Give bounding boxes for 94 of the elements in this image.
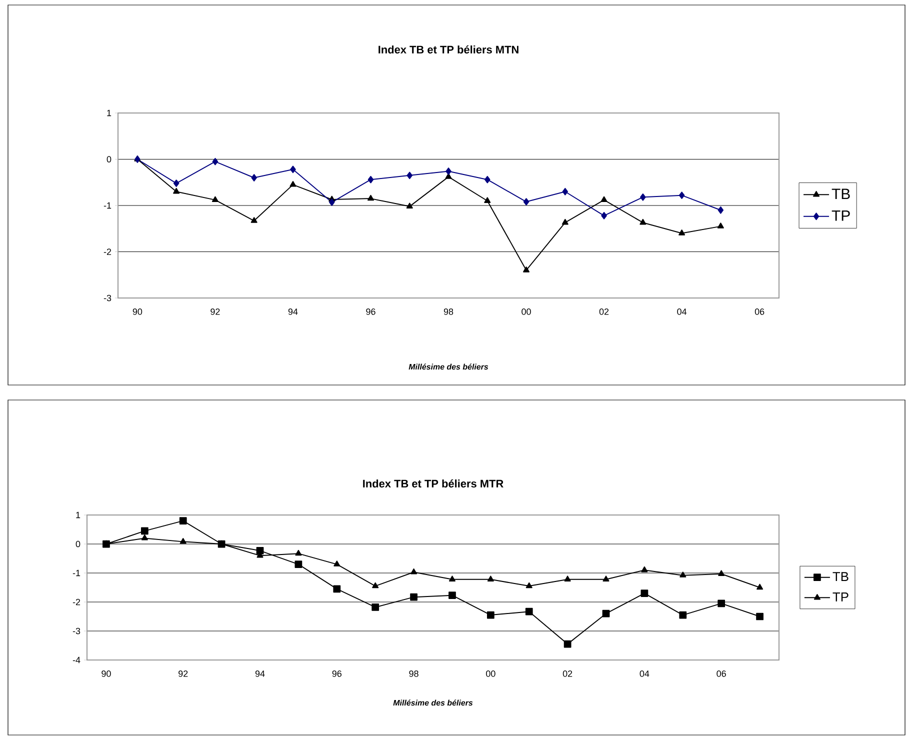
y-tick-label: -2 [72,598,80,606]
point [372,604,380,611]
point [718,206,724,214]
point [600,196,608,202]
point [179,517,187,524]
point [173,180,180,187]
x-tick-label: 98 [444,308,454,315]
point [640,193,646,201]
point [333,585,341,593]
x-tick-label: 04 [677,308,687,315]
point [368,176,374,184]
point [140,527,148,535]
x-tick-label: 96 [332,670,342,677]
point [334,560,340,566]
point [756,612,764,620]
point [406,172,413,180]
point [290,180,296,187]
point [173,188,180,194]
point [601,212,607,220]
point [678,192,685,200]
legend-label: TB [832,188,850,200]
x-tick-label: 96 [366,308,376,315]
point [523,266,530,272]
point [562,218,568,225]
point [678,230,686,236]
point [328,198,335,206]
point [372,582,379,588]
legend-label: TP [832,210,850,221]
x-tick-label: 94 [255,670,265,677]
x-tick-label: 02 [562,670,572,677]
point [679,611,687,619]
point [564,640,572,648]
point [251,174,257,182]
point [487,576,494,582]
point [294,560,302,568]
y-tick-label: -3 [72,628,80,634]
point [718,570,725,576]
point [180,538,186,544]
point [141,534,148,540]
x-tick-label: 00 [486,670,496,677]
point [484,176,490,184]
point [564,576,571,582]
point [290,166,296,174]
point [295,550,302,556]
point [448,592,456,600]
point [640,218,646,225]
x-tick-label: 92 [178,670,188,677]
point [562,188,568,196]
x-tick-label: 04 [640,670,650,677]
point [212,158,218,166]
point [410,568,418,574]
legend-label: TP [832,592,848,602]
point [641,566,648,572]
point [525,608,533,616]
point [212,196,218,202]
y-tick-label: 1 [107,110,112,116]
point [718,600,726,608]
y-tick-label: -1 [104,202,112,209]
point [410,593,418,601]
y-tick-label: -4 [72,656,80,664]
y-tick-label: 1 [76,512,80,518]
y-tick-label: 0 [76,540,80,548]
y-tick-label: -1 [72,570,80,576]
point [640,590,648,597]
y-tick-label: -2 [104,248,112,255]
x-tick-label: 94 [288,308,298,315]
point [602,576,610,582]
x-tick-label: 00 [522,308,531,315]
y-tick-label: 0 [106,156,112,162]
chart-title: Index TB et TP béliers MTN [378,45,518,54]
point [250,217,258,223]
chart-title: Index TB et TP béliers MTR [363,479,504,488]
x-tick-label: 02 [599,308,609,315]
x-tick-label: 90 [132,308,142,315]
point [367,194,374,201]
x-tick-label: 06 [716,670,726,677]
x-tick-label: 06 [754,308,764,315]
legend-label: TB [832,572,848,582]
point [406,202,413,209]
point [523,198,530,206]
x-tick-label: 98 [409,670,418,677]
point [680,572,686,578]
x-tick-label: 92 [210,308,220,315]
point [756,584,764,590]
x-tick-label: 90 [102,670,111,677]
point [602,610,610,618]
point [526,582,532,588]
point [446,168,452,175]
point [484,197,491,203]
point [486,611,494,619]
y-tick-label: -3 [104,294,112,302]
point [445,173,452,179]
point [717,222,724,228]
point [448,576,456,582]
